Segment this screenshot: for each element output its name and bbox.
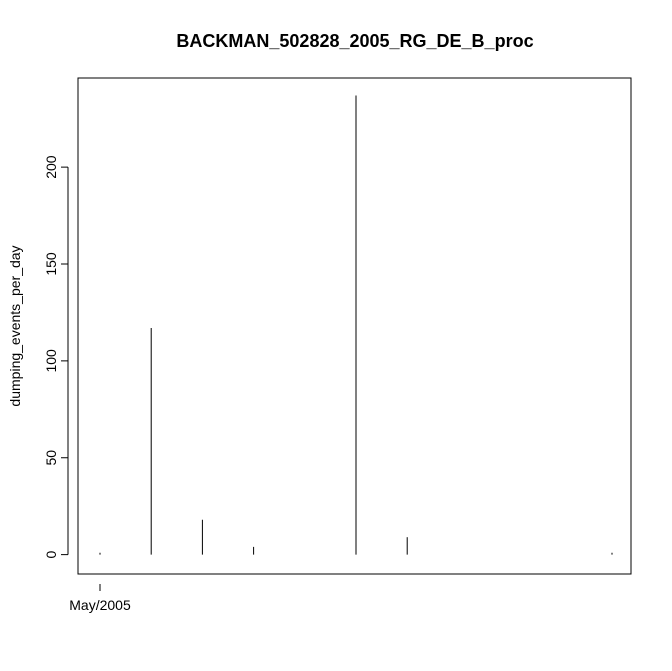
y-axis-label: dumping_events_per_day: [7, 245, 23, 406]
y-tick-label: 0: [43, 551, 59, 559]
x-tick-label: May/2005: [69, 597, 131, 613]
y-tick-label: 50: [43, 450, 59, 466]
chart-title: BACKMAN_502828_2005_RG_DE_B_proc: [176, 31, 533, 51]
plot-frame: [77, 77, 632, 575]
y-tick-label: 150: [43, 252, 59, 276]
x-axis: May/2005: [69, 584, 131, 613]
y-tick-label: 200: [43, 155, 59, 179]
y-axis: 0 50 100 150 200: [43, 155, 69, 559]
y-tick-label: 100: [43, 349, 59, 373]
data-lines: [99, 95, 613, 555]
